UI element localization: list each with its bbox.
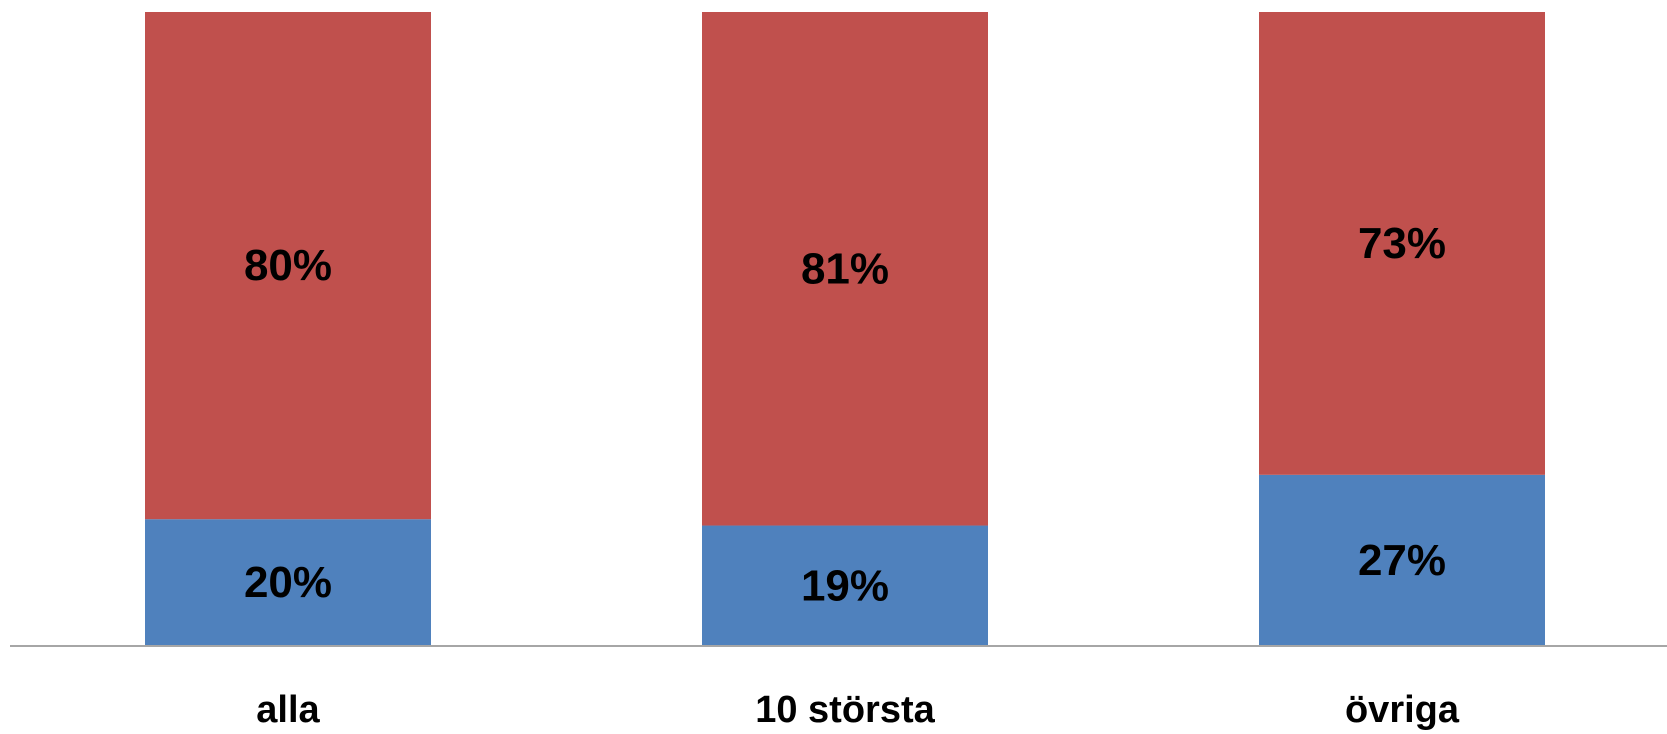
bars-group <box>145 12 1545 646</box>
data-label-1-1: 20% <box>244 558 332 607</box>
data-labels-group: 20% 80% 19% 81% 27% 73% <box>244 219 1446 610</box>
bar-segment-2-2 <box>702 12 988 526</box>
data-label-2-2: 81% <box>801 244 889 293</box>
data-label-1-3: 27% <box>1358 536 1446 585</box>
category-labels-group: alla 10 största övriga <box>256 689 1460 731</box>
bar-segment-2-3 <box>1259 12 1545 475</box>
data-label-2-1: 80% <box>244 241 332 290</box>
bar-segment-1-2 <box>702 525 988 646</box>
bar-segment-2-1 <box>145 12 431 520</box>
data-label-2-3: 73% <box>1358 219 1446 268</box>
category-label-3: övriga <box>1345 689 1460 731</box>
category-label-1: alla <box>256 689 320 731</box>
bar-segment-1-1 <box>145 519 431 646</box>
data-label-1-2: 19% <box>801 561 889 610</box>
bar-segment-1-3 <box>1259 474 1545 646</box>
category-label-2: 10 största <box>755 689 935 731</box>
